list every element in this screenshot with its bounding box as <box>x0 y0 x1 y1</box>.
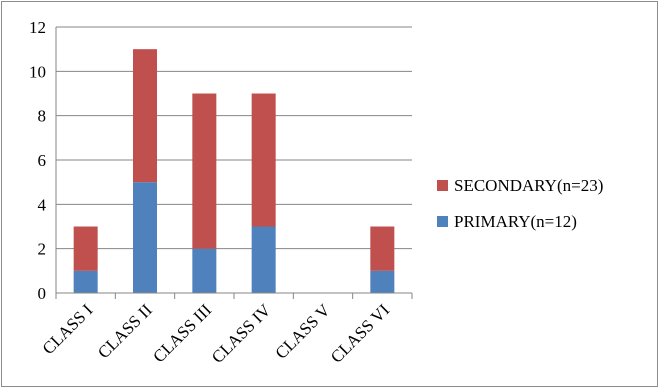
legend-swatch <box>437 216 448 227</box>
y-tick-label: 2 <box>38 240 47 259</box>
x-tick-label: CLASS V <box>272 300 335 363</box>
y-tick-label: 6 <box>38 151 47 170</box>
bar-segment <box>133 182 157 293</box>
y-tick-label: 0 <box>38 284 47 303</box>
y-tick-label: 10 <box>29 62 46 81</box>
bars <box>73 49 395 293</box>
y-tick-label: 4 <box>38 195 47 214</box>
bar-segment <box>251 226 276 293</box>
bar-segment <box>133 49 157 183</box>
x-tick-label: CLASS IV <box>208 300 275 367</box>
bar-segment <box>192 248 217 293</box>
axes <box>55 27 413 299</box>
y-tick-label: 12 <box>29 18 46 37</box>
y-tick-label: 8 <box>38 107 47 126</box>
bar-segment <box>251 93 276 227</box>
bar-segment <box>73 270 98 293</box>
bar-segment <box>370 226 395 271</box>
x-tick-label: CLASS II <box>94 300 156 362</box>
bar-segment <box>73 226 98 271</box>
x-tick-label: CLASS I <box>39 300 97 358</box>
bar-segment <box>370 270 395 293</box>
legend-swatch <box>437 180 448 191</box>
bar-segment <box>192 93 217 249</box>
legend-label: PRIMARY(n=12) <box>454 212 577 231</box>
x-tick-label: CLASS III <box>149 300 215 366</box>
legend: SECONDARY(n=23) PRIMARY(n=12) <box>437 176 603 231</box>
y-tick-labels: 0 2 4 6 8 10 12 <box>29 18 47 303</box>
gridlines <box>56 26 412 250</box>
legend-label: SECONDARY(n=23) <box>454 176 603 195</box>
x-tick-label: CLASS VI <box>327 300 394 367</box>
